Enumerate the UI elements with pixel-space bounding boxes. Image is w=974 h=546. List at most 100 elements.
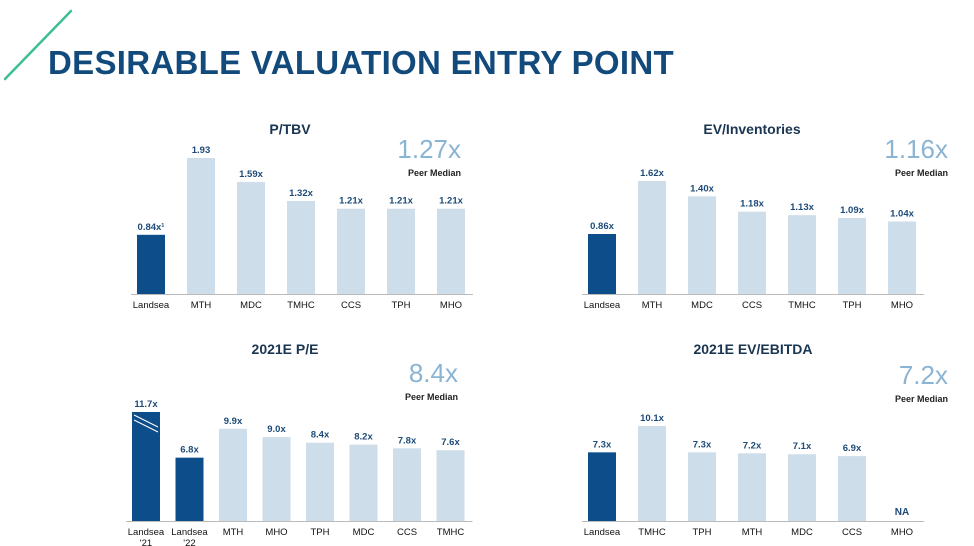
bar-ccs: [738, 211, 766, 294]
category-label: MTH: [191, 300, 212, 311]
bar-tph: [387, 208, 415, 294]
value-label: 1.21x: [439, 196, 463, 207]
bar-mdc: [237, 181, 265, 294]
value-label: 7.2x: [743, 440, 762, 451]
bar-tph: [688, 452, 716, 521]
category-label: TPH: [693, 527, 712, 538]
category-label: Landsea '21: [128, 527, 165, 546]
peer-median-value: 7.2x: [899, 360, 948, 390]
peer-median-label: Peer Median: [895, 168, 948, 178]
bar-ccs: [393, 448, 421, 521]
bar-tph: [838, 217, 866, 294]
bar-landsea-22: [175, 457, 204, 521]
bar-landsea: [588, 452, 616, 521]
value-label: 1.09x: [840, 205, 864, 216]
category-label: MDC: [353, 527, 375, 538]
value-label: 1.93: [192, 145, 211, 156]
bar-landsea: [588, 234, 616, 294]
chart-ptbv: P/TBV 1.27x Peer Median 0.84x¹ Landsea 1.93 MT…: [120, 118, 475, 318]
bar-mth: [219, 428, 247, 521]
category-label: MDC: [691, 300, 713, 311]
category-label: MTH: [223, 527, 244, 538]
value-label: 1.62x: [640, 168, 664, 179]
value-label: 1.04x: [890, 208, 914, 219]
category-label: TMHC: [437, 527, 465, 538]
peer-median-value: 1.27x: [397, 134, 461, 164]
bar-landsea: [137, 234, 165, 294]
bar-tmhc: [287, 200, 315, 294]
category-label: MDC: [791, 527, 813, 538]
category-label: MHO: [891, 300, 913, 311]
peer-median-value: 1.16x: [884, 134, 948, 164]
value-label: 0.86x: [590, 221, 614, 232]
category-label: CCS: [742, 300, 762, 311]
bar-hatch: [133, 414, 159, 428]
value-label: 9.9x: [224, 416, 243, 427]
peer-median-label: Peer Median: [408, 168, 461, 178]
chart-title: 2021E EV/EBITDA: [693, 341, 812, 357]
category-label: CCS: [341, 300, 361, 311]
value-label: 1.40x: [690, 183, 714, 194]
peer-median-label: Peer Median: [895, 394, 948, 404]
bar-tmhc: [788, 215, 816, 294]
value-label: 0.84x¹: [138, 222, 165, 233]
bar-ccs: [337, 208, 365, 294]
bar-mho: [888, 221, 916, 294]
category-label: TMHC: [788, 300, 816, 311]
bar-mth: [638, 181, 666, 294]
chart-title: 2021E P/E: [252, 341, 319, 357]
value-label: 10.1x: [640, 413, 664, 424]
value-label: 7.1x: [793, 441, 812, 452]
value-label: 8.4x: [311, 430, 330, 441]
bar-hatch: [133, 419, 159, 433]
value-label: 1.32x: [289, 188, 313, 199]
bar-mth: [187, 158, 215, 294]
category-label: MTH: [642, 300, 663, 311]
accent-line: [3, 9, 73, 81]
category-label: MHO: [440, 300, 462, 311]
bar-landsea-21: [132, 412, 160, 521]
category-label: MHO: [265, 527, 287, 538]
category-label: TPH: [843, 300, 862, 311]
category-label: Landsea: [133, 300, 170, 311]
value-label: 1.18x: [740, 199, 764, 210]
peer-median-value: 8.4x: [409, 358, 458, 388]
value-label: 7.3x: [693, 439, 712, 450]
value-label: 11.7x: [134, 399, 158, 410]
peer-median-label: Peer Median: [405, 392, 458, 402]
value-label: 9.0x: [267, 424, 286, 435]
value-label: 1.21x: [389, 196, 413, 207]
category-label: TPH: [392, 300, 411, 311]
category-label: MTH: [742, 527, 763, 538]
chart-title: P/TBV: [269, 121, 311, 137]
bar-mho: [262, 437, 291, 521]
bar-mdc: [688, 196, 716, 294]
bar-mho: [437, 208, 465, 294]
value-label-na: NA: [895, 507, 909, 518]
category-label: TMHC: [287, 300, 315, 311]
chart-ev-ebitda: 2021E EV/EBITDA 7.2x Peer Median 7.3x Landse…: [572, 340, 957, 546]
value-label: 7.8x: [398, 435, 417, 446]
value-label: 6.8x: [180, 445, 199, 456]
bar-mdc: [788, 454, 816, 521]
page-title: DESIRABLE VALUATION ENTRY POINT: [48, 44, 674, 81]
bar-mth: [738, 453, 766, 521]
category-label: TMHC: [638, 527, 666, 538]
value-label: 1.21x: [339, 196, 363, 207]
value-label: 7.3x: [593, 439, 612, 450]
bar-tmhc: [436, 450, 465, 521]
value-label: 8.2x: [354, 432, 373, 443]
bar-mdc: [349, 444, 378, 521]
category-label: Landsea: [584, 300, 621, 311]
value-label: 1.13x: [790, 202, 814, 213]
category-label: CCS: [397, 527, 417, 538]
category-label: MHO: [891, 527, 913, 538]
bar-tmhc: [638, 426, 666, 521]
value-label: 6.9x: [843, 443, 862, 454]
bar-ccs: [838, 456, 866, 521]
category-label: MDC: [240, 300, 262, 311]
chart-ev-inventories: EV/Inventories 1.16x Peer Median 0.86x Lands…: [572, 118, 957, 318]
category-label: Landsea '22: [171, 527, 208, 546]
value-label: 1.59x: [239, 169, 263, 180]
category-label: CCS: [842, 527, 862, 538]
